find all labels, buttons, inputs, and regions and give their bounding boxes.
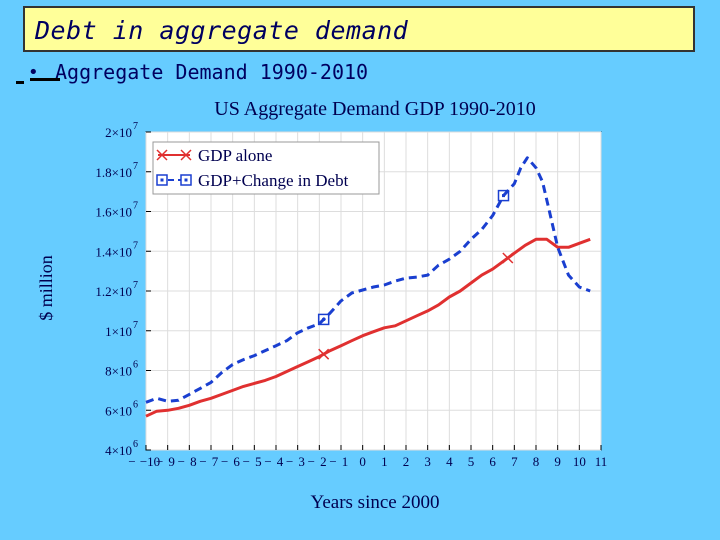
x-tick-label: 6 — [489, 454, 496, 469]
y-axis-label: $ million — [36, 255, 56, 321]
x-tick-minus: − — [199, 454, 206, 469]
x-tick-label: 7 — [212, 454, 219, 469]
square-marker-dot — [502, 194, 505, 198]
series-line-gdp-alone — [145, 237, 591, 418]
x-tick-label: 0 — [359, 454, 366, 469]
y-tick-exponent: 6 — [133, 360, 138, 371]
decorative-underline — [30, 78, 60, 81]
series-markers — [317, 189, 514, 360]
x-tick-minus: − — [128, 454, 135, 469]
legend-square-dot — [184, 178, 188, 182]
y-tick-label: 2×10 — [105, 125, 132, 140]
y-tick-exponent: 6 — [133, 439, 138, 450]
x-tick-label: 11 — [595, 454, 608, 469]
chart-title: US Aggregate Demand GDP 1990-2010 — [214, 98, 535, 120]
x-axis-label: Years since 2000 — [311, 492, 440, 513]
x-tick-minus: − — [264, 454, 271, 469]
legend-x-marker — [156, 149, 168, 161]
x-tick-label: 8 — [190, 454, 197, 469]
y-tick-exponent: 7 — [133, 280, 138, 291]
x-tick-minus: − — [286, 454, 293, 469]
x-axis-ticks: −10 9− 8− 7− 6− 5− 4− 3− 2− 1− 0 1 2 3 4 5 6 7 8 9 10 11− — [128, 445, 607, 469]
x-tick-minus: − — [243, 454, 250, 469]
decorative-dash — [16, 81, 24, 84]
square-marker — [497, 189, 510, 202]
y-tick-exponent: 7 — [133, 320, 138, 331]
x-tick-label: 1 — [381, 454, 388, 469]
x-tick-label: −10 — [140, 454, 160, 469]
y-tick-exponent: 7 — [133, 201, 138, 212]
x-marker — [318, 348, 330, 360]
legend-square-dot — [160, 178, 164, 182]
y-tick-label: 1.6×10 — [95, 205, 132, 220]
y-tick-exponent: 7 — [133, 240, 138, 251]
legend-x-marker — [180, 149, 192, 161]
series-line-gdp-plus-debt — [145, 156, 591, 404]
x-tick-minus: − — [178, 454, 185, 469]
x-tick-label: 3 — [298, 454, 305, 469]
x-tick-minus: − — [329, 454, 336, 469]
legend-label: GDP alone — [198, 146, 272, 165]
y-tick-label: 1.8×10 — [95, 165, 132, 180]
y-tick-label: 1.4×10 — [95, 244, 132, 259]
x-tick-label: 3 — [424, 454, 431, 469]
legend-label: GDP+Change in Debt — [198, 171, 349, 190]
slide-title-box: Debt in aggregate demand — [23, 6, 695, 52]
x-tick-label: 5 — [468, 454, 475, 469]
x-tick-label: 10 — [573, 454, 586, 469]
legend: GDP alone GDP+Change in Debt — [152, 141, 380, 195]
x-tick-label: 8 — [533, 454, 540, 469]
x-tick-label: 6 — [233, 454, 240, 469]
y-tick-label: 1×10 — [105, 324, 132, 339]
y-tick-exponent: 7 — [133, 121, 138, 132]
x-tick-label: 4 — [446, 454, 453, 469]
y-axis-ticks: 4×10 66×10 68×10 61×10 71.2×10 71.4×10 71.6×10… — [95, 121, 151, 458]
x-tick-label: 4 — [277, 454, 284, 469]
x-tick-minus: − — [221, 454, 228, 469]
bullet-text: Aggregate Demand 1990-2010 — [55, 60, 369, 84]
x-tick-label: 7 — [511, 454, 518, 469]
x-tick-label: 2 — [320, 454, 327, 469]
y-tick-label: 4×10 — [105, 443, 132, 458]
x-marker — [502, 252, 514, 264]
y-tick-label: 8×10 — [105, 364, 132, 379]
x-tick-label: 9 — [168, 454, 175, 469]
y-tick-exponent: 7 — [133, 161, 138, 172]
x-tick-minus: − — [308, 454, 315, 469]
x-tick-label: 1 — [342, 454, 349, 469]
x-tick-minus: − — [156, 454, 163, 469]
y-tick-label: 6×10 — [105, 403, 132, 418]
square-marker-dot — [322, 317, 326, 321]
bullet-dot-icon: • — [28, 62, 39, 83]
series-lines — [145, 156, 591, 418]
x-tick-label: 2 — [403, 454, 410, 469]
y-tick-label: 1.2×10 — [95, 284, 132, 299]
x-tick-label: 9 — [554, 454, 561, 469]
y-tick-exponent: 6 — [133, 399, 138, 410]
square-marker — [317, 313, 330, 326]
slide-title: Debt in aggregate demand — [35, 16, 409, 45]
x-tick-label: 5 — [255, 454, 262, 469]
